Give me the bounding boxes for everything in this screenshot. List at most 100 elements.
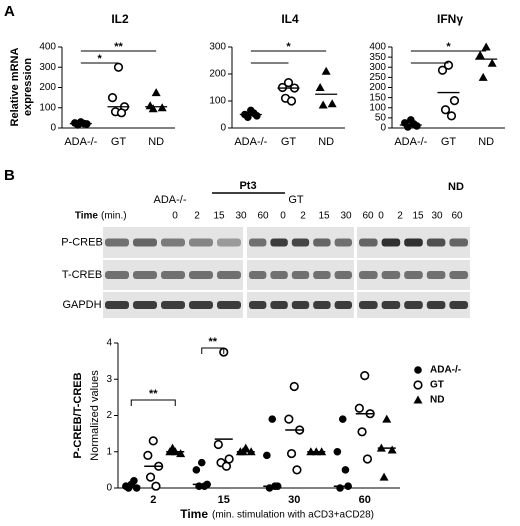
blot-band: [270, 301, 288, 309]
significance-label: *: [286, 41, 291, 53]
point: [446, 111, 457, 121]
point: [292, 465, 302, 475]
point: [338, 415, 347, 423]
point: [362, 454, 373, 464]
legend-label: ADA-/-: [430, 365, 461, 376]
y-axis-label: Normalized values: [89, 370, 101, 461]
y-tick-label: 0: [106, 483, 112, 494]
blot-band: [381, 301, 401, 309]
time-point: 15: [213, 211, 225, 222]
point: [107, 93, 118, 103]
y-tick-label: 300: [209, 42, 226, 53]
y-tick-label: 0: [50, 123, 56, 134]
point: [289, 381, 299, 392]
blot-band: [426, 238, 446, 247]
x-tick-label: 2: [150, 494, 156, 506]
point: [410, 120, 418, 128]
y-tick-label: 350: [369, 52, 386, 63]
y-tick-label: 0: [380, 123, 386, 134]
y-tick-label: 100: [39, 102, 56, 113]
x-tick-label: 60: [359, 494, 371, 506]
blot-band: [217, 301, 241, 309]
blot-band: [161, 238, 185, 247]
y-axis-label: Relative mRNA expression: [9, 47, 34, 127]
blot-band: [313, 301, 331, 309]
legend-marker: [413, 395, 423, 404]
group-label: ND: [448, 181, 464, 193]
y-tick-label: 400: [39, 42, 56, 53]
time-point: 30: [340, 211, 352, 222]
blot-band: [449, 271, 468, 279]
blot-band: [105, 301, 129, 309]
y-tick-label: 0: [220, 123, 226, 134]
group-label: ADA-/-: [154, 194, 187, 206]
point: [283, 78, 294, 88]
point: [382, 414, 392, 423]
x-tick-label: GT: [111, 136, 127, 148]
y-tick-label: 400: [369, 42, 386, 53]
point: [318, 100, 328, 109]
point: [143, 450, 153, 460]
point: [168, 443, 178, 452]
x-tick-label: ADA-/-: [234, 136, 267, 148]
point: [151, 88, 161, 97]
legend-marker: [413, 380, 423, 390]
x-tick-label: GT: [441, 136, 457, 148]
point: [360, 371, 370, 381]
blot-band: [189, 271, 213, 279]
y-tick-label: 100: [369, 102, 386, 113]
y-tick-label: 200: [39, 82, 56, 93]
blot-row-label: GAPDH: [62, 299, 101, 311]
blot-band: [426, 301, 446, 309]
point: [197, 458, 206, 467]
blot-band: [404, 301, 423, 309]
point: [341, 466, 350, 474]
x-tick-label: 15: [218, 494, 230, 506]
chart-title: IL2: [111, 12, 129, 26]
point: [192, 466, 201, 474]
y-tick-label: 300: [369, 62, 386, 73]
x-tick-label: ND: [148, 136, 164, 148]
legend-marker: [414, 366, 422, 374]
time-point: 0: [172, 211, 178, 222]
point: [327, 99, 337, 108]
point: [221, 461, 232, 471]
blot-band: [189, 301, 213, 309]
y-tick-label: 3: [106, 374, 112, 385]
time-point: 30: [235, 211, 247, 222]
time-point: 30: [431, 211, 443, 222]
blot-band: [133, 271, 157, 279]
blot-band: [291, 238, 310, 247]
legend-label: GT: [430, 380, 444, 391]
blot-band: [249, 238, 267, 247]
x-tick-label: ND: [478, 136, 494, 148]
blot-band: [105, 271, 129, 279]
y-tick-label: 300: [39, 62, 56, 73]
point: [250, 109, 258, 117]
x-tick-label: GT: [281, 136, 297, 148]
panel-label: A: [4, 3, 15, 20]
point: [449, 96, 460, 106]
significance-label: *: [446, 41, 451, 53]
x-tick-label: ND: [318, 136, 334, 148]
blot-band: [291, 271, 310, 279]
point: [286, 448, 297, 459]
x-axis-label-note: (min. stimulation with aCD3+aCD28): [212, 510, 374, 521]
blot-band: [404, 271, 423, 279]
blot-band: [189, 238, 213, 247]
point: [213, 439, 223, 450]
blot-band: [313, 271, 331, 279]
blot-band: [249, 271, 267, 279]
time-point: 60: [362, 211, 374, 222]
time-point: 60: [451, 211, 463, 222]
point: [124, 484, 133, 492]
y-tick-label: 2: [106, 410, 112, 421]
blot-band: [359, 238, 378, 247]
y-tick-label: 200: [209, 69, 226, 80]
blot-band: [249, 301, 267, 309]
point: [200, 482, 209, 490]
point: [132, 484, 141, 492]
y-tick-label: 100: [209, 96, 226, 107]
y-tick-label: 4: [106, 338, 112, 349]
